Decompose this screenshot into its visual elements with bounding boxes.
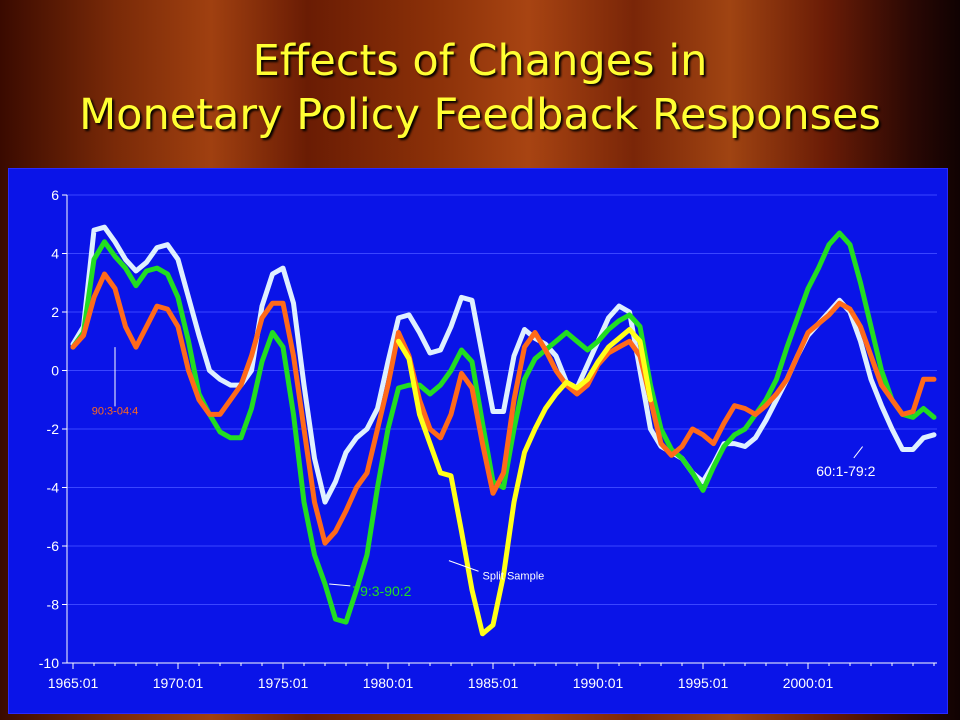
y-tick-label: -2: [47, 421, 60, 437]
x-tick-label: 1980:01: [363, 675, 414, 691]
x-tick-label: 2000:01: [783, 675, 834, 691]
annotation-split-sample: Split Sample: [483, 570, 545, 582]
series-line-split-sample: [396, 327, 653, 637]
y-tick-label: -8: [47, 597, 60, 613]
chart-panel: 6 4 2 0 -2 -4 -6 -8 -10 1965:01 1970:01 1975:01 1980…: [8, 168, 948, 714]
annotation-leader-line: [448, 560, 479, 572]
x-tick-label: 1975:01: [258, 675, 309, 691]
x-tick-label: 1990:01: [573, 675, 624, 691]
annotation-90-3-04-4: 90:3-04:4: [92, 405, 138, 417]
line-chart: 6 4 2 0 -2 -4 -6 -8 -10 1965:01 1970:01 1975:01 1980…: [39, 187, 937, 691]
y-tick-label: -4: [47, 480, 60, 496]
x-tick-label: 1970:01: [153, 675, 204, 691]
y-tick-label: 0: [51, 363, 59, 379]
y-tick-label: 2: [51, 304, 59, 320]
slide-title-line-1: Effects of Changes in: [252, 36, 708, 86]
annotation-60-1-79-2: 60:1-79:2: [816, 463, 875, 479]
y-tick-label: 4: [51, 246, 59, 262]
annotation-leader-line: [853, 446, 863, 459]
slide-title: Effects of Changes in Monetary Policy Fe…: [0, 34, 960, 142]
x-tick-label: 1995:01: [678, 675, 729, 691]
slide-title-line-2: Monetary Policy Feedback Responses: [79, 90, 881, 140]
y-tick-label: -6: [47, 538, 60, 554]
x-tick-label: 1965:01: [48, 675, 99, 691]
annotation-79-3-90-2: 79:3-90:2: [352, 583, 411, 599]
y-tick-label: -10: [39, 655, 59, 671]
y-tick-label: 6: [51, 187, 59, 203]
series-line-90-3-04-4: [70, 271, 937, 546]
series-line-79-3-90-2: [70, 230, 937, 625]
x-tick-label: 1985:01: [468, 675, 519, 691]
annotation-leader-line: [329, 583, 351, 587]
